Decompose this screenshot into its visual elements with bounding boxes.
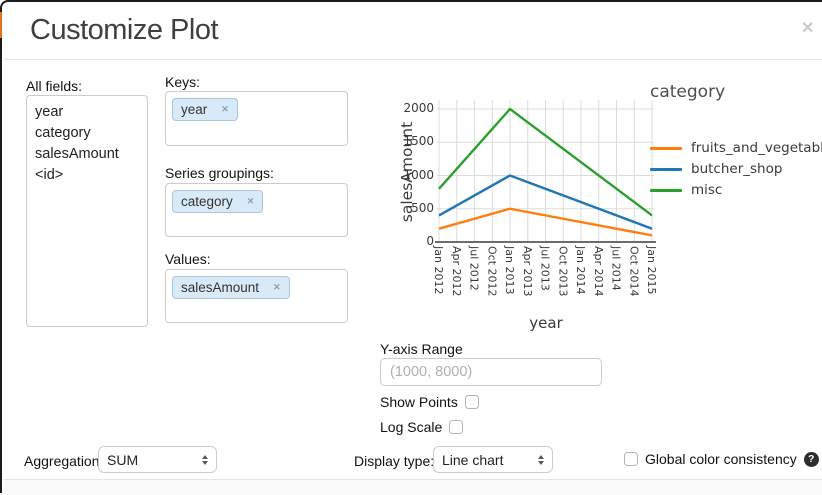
background-sliver (0, 12, 2, 38)
chart-svg (435, 100, 656, 243)
series-groupings-label: Series groupings: (165, 165, 274, 181)
legend-row: fruits_and_vegetables (650, 140, 822, 156)
x-tick-label: Apr 2014 (591, 246, 605, 297)
show-points-label: Show Points (380, 394, 458, 410)
aggregation-value: SUM (107, 451, 139, 468)
display-type-select[interactable]: Line chart (433, 446, 553, 473)
y-tick-label: 2000 (403, 101, 434, 115)
x-tick-label: Jan 2012 (432, 246, 445, 295)
aggregation-label: Aggregation: (24, 453, 104, 469)
legend-swatch (650, 188, 682, 192)
series-line-fruits_and_vegetables (438, 207, 653, 237)
all-fields-listbox[interactable]: year category salesAmount <id> (26, 95, 148, 327)
y-tick-label: 500 (411, 200, 434, 215)
legend-swatch (650, 146, 682, 150)
header-divider (4, 59, 822, 60)
tag-label: category (181, 194, 233, 209)
help-icon[interactable]: ? (803, 451, 819, 467)
x-tick-label: Jul 2014 (609, 246, 623, 291)
legend-row: butcher_shop (650, 161, 822, 177)
select-stepper-icon (538, 454, 544, 465)
tag-remove-icon[interactable]: ✕ (221, 104, 229, 114)
legend-swatch (650, 167, 682, 171)
legend-title: category (650, 82, 726, 102)
x-tick-label: Apr 2012 (449, 246, 463, 297)
y-tick-label: 0 (426, 234, 434, 248)
series-line-misc (438, 107, 653, 217)
series-line-butcher_shop (438, 174, 653, 230)
field-option-id[interactable]: <id> (35, 167, 64, 183)
y-axis-range-input[interactable] (380, 358, 602, 386)
tag-salesamount[interactable]: salesAmount ✕ (172, 276, 290, 299)
x-tick-label: Apr 2013 (520, 246, 534, 297)
x-tick-label: Jul 2012 (467, 246, 481, 291)
select-stepper-icon (202, 454, 208, 465)
x-tick-label: Jan 2013 (503, 246, 516, 295)
display-type-label: Display type: (354, 453, 435, 469)
tag-remove-icon[interactable]: ✕ (273, 282, 281, 292)
close-icon[interactable]: ✕ (801, 20, 815, 37)
keys-dropbox[interactable]: year ✕ (165, 91, 348, 146)
legend-row: misc (650, 182, 822, 198)
x-tick-label: Oct 2013 (556, 246, 570, 297)
chart: salesAmount year 0 500 1000 1500 2000 Jan 201… (380, 60, 682, 360)
x-tick-label: Jul 2013 (538, 246, 552, 291)
tag-category[interactable]: category ✕ (172, 190, 264, 213)
x-axis-title: year (529, 314, 563, 332)
log-scale-label: Log Scale (380, 419, 443, 435)
tag-label: salesAmount (181, 280, 260, 295)
tag-year[interactable]: year ✕ (172, 98, 238, 121)
series-groupings-dropbox[interactable]: category ✕ (165, 183, 348, 237)
field-option-year[interactable]: year (35, 104, 64, 120)
show-points-row: Show Points (380, 394, 479, 410)
all-fields-label: All fields: (26, 78, 83, 94)
dialog-title: Customize Plot (30, 14, 219, 46)
x-tick-label: Oct 2012 (485, 246, 499, 297)
show-points-checkbox[interactable] (464, 395, 479, 409)
tag-remove-icon[interactable]: ✕ (246, 196, 255, 206)
tag-label: year (181, 102, 208, 117)
chart-legend: category fruits_and_vegetables butcher_s… (650, 82, 822, 198)
global-color-row: Global color consistency ? (624, 451, 819, 467)
x-tick-label: Oct 2014 (627, 246, 641, 297)
x-tick-label: Jan 2014 (574, 246, 587, 295)
aggregation-select[interactable]: SUM (98, 446, 217, 473)
y-tick-label: 1500 (403, 134, 434, 149)
values-dropbox[interactable]: salesAmount ✕ (165, 269, 348, 323)
display-type-value: Line chart (442, 451, 504, 468)
legend-label: misc (691, 182, 723, 198)
values-label: Values: (165, 251, 211, 267)
global-color-label: Global color consistency (645, 451, 797, 467)
y-axis-range-label: Y-axis Range (380, 341, 463, 357)
keys-label: Keys: (165, 74, 201, 90)
legend-label: fruits_and_vegetables (691, 140, 822, 156)
legend-items: fruits_and_vegetables butcher_shop misc (650, 140, 822, 198)
field-option-salesamount[interactable]: salesAmount (35, 146, 119, 162)
log-scale-checkbox[interactable] (449, 420, 464, 434)
field-option-category[interactable]: category (35, 125, 91, 141)
x-tick-label: Jan 2015 (645, 246, 658, 295)
log-scale-row: Log Scale (380, 419, 464, 435)
footer-strip (4, 480, 822, 495)
legend-label: butcher_shop (691, 161, 783, 177)
footer-divider (4, 479, 822, 480)
y-tick-label: 1000 (403, 167, 434, 182)
global-color-checkbox[interactable] (624, 452, 638, 466)
